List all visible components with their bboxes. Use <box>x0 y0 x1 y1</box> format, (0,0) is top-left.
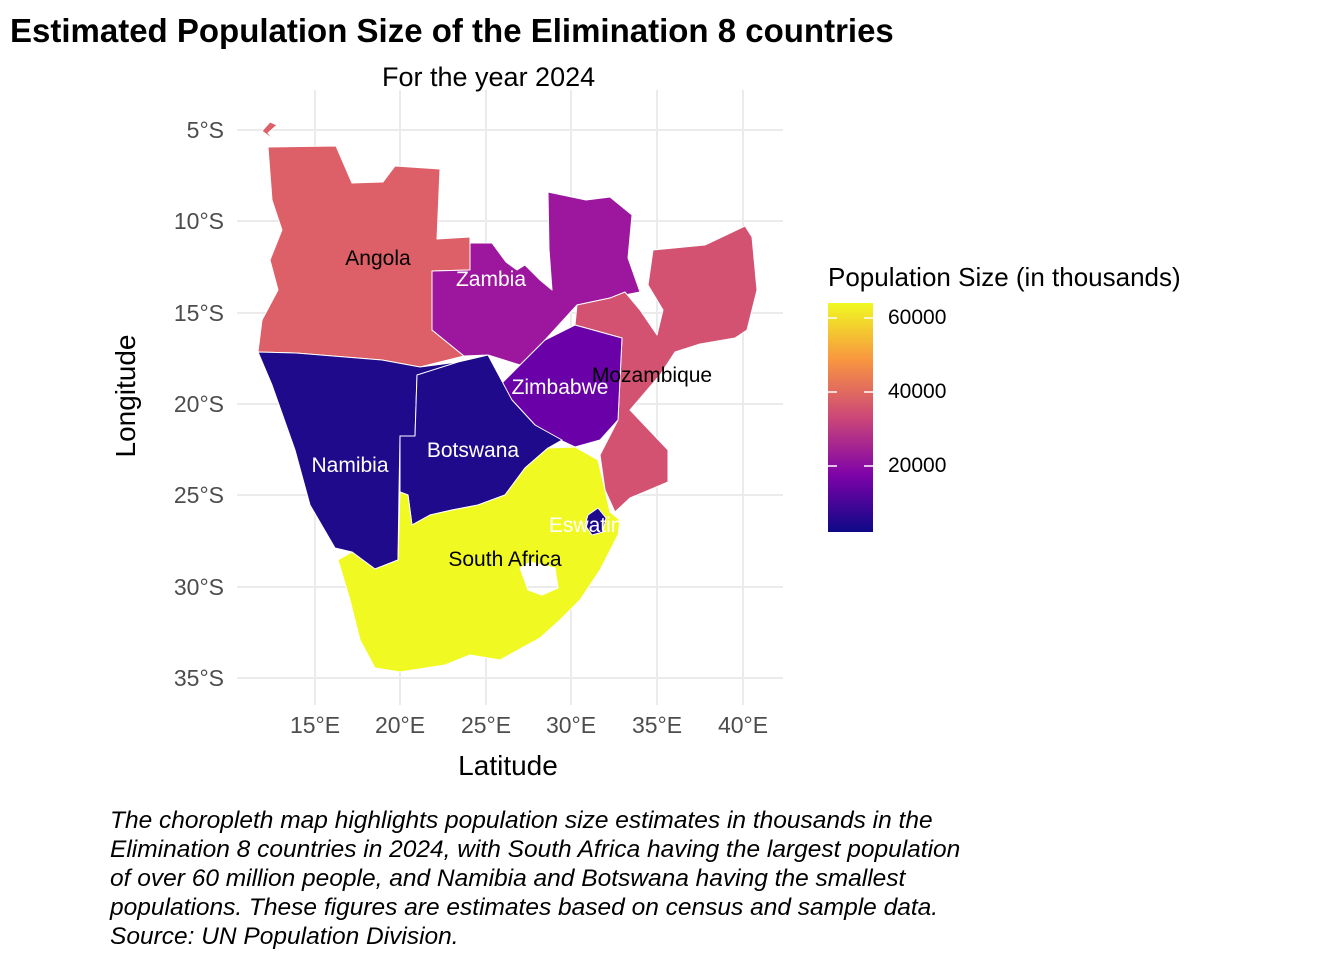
region-labels: Angola Zambia Mozambique Zimbabwe Namibi… <box>311 247 712 571</box>
legend-label: 60000 <box>888 306 947 329</box>
chart-title: Estimated Population Size of the Elimina… <box>10 12 894 49</box>
label-zimbabwe: Zimbabwe <box>512 376 609 399</box>
y-tick: 20°S <box>174 391 224 417</box>
legend-colorbar <box>828 303 873 532</box>
label-eswatini: Eswatini <box>549 514 627 537</box>
y-tick: 25°S <box>174 482 224 508</box>
caption: The choropleth map highlights population… <box>110 807 961 950</box>
x-tick: 35°E <box>632 712 682 738</box>
legend-ticks <box>828 317 873 467</box>
y-tick: 30°S <box>174 574 224 600</box>
legend-label: 20000 <box>888 454 947 477</box>
y-axis-ticks: 5°S 10°S 15°S 20°S 25°S 30°S 35°S <box>174 117 224 691</box>
label-mozambique: Mozambique <box>592 364 712 387</box>
label-botswana: Botswana <box>427 439 520 462</box>
label-south-africa: South Africa <box>448 548 562 571</box>
y-tick: 10°S <box>174 208 224 234</box>
region-zimbabwe <box>499 324 623 448</box>
y-axis-title: Longitude <box>110 334 141 457</box>
label-zambia: Zambia <box>456 268 526 291</box>
legend-label: 40000 <box>888 380 947 403</box>
y-tick: 15°S <box>174 300 224 326</box>
region-eswatini <box>584 507 607 536</box>
legend-title: Population Size (in thousands) <box>828 262 1181 292</box>
x-tick: 25°E <box>461 712 511 738</box>
y-tick: 5°S <box>187 117 224 143</box>
label-namibia: Namibia <box>311 454 388 477</box>
region-zambia <box>431 191 641 366</box>
x-tick: 15°E <box>290 712 340 738</box>
x-axis-title: Latitude <box>458 750 558 781</box>
x-tick: 30°E <box>546 712 596 738</box>
region-mozambique <box>574 225 758 513</box>
label-angola: Angola <box>345 247 411 270</box>
x-tick: 40°E <box>718 712 768 738</box>
chart-subtitle: For the year 2024 <box>382 62 596 92</box>
y-tick: 35°S <box>174 665 224 691</box>
x-tick: 20°E <box>375 712 425 738</box>
region-south-africa <box>337 446 621 673</box>
x-axis-ticks: 15°E 20°E 25°E 30°E 35°E 40°E <box>290 712 768 738</box>
